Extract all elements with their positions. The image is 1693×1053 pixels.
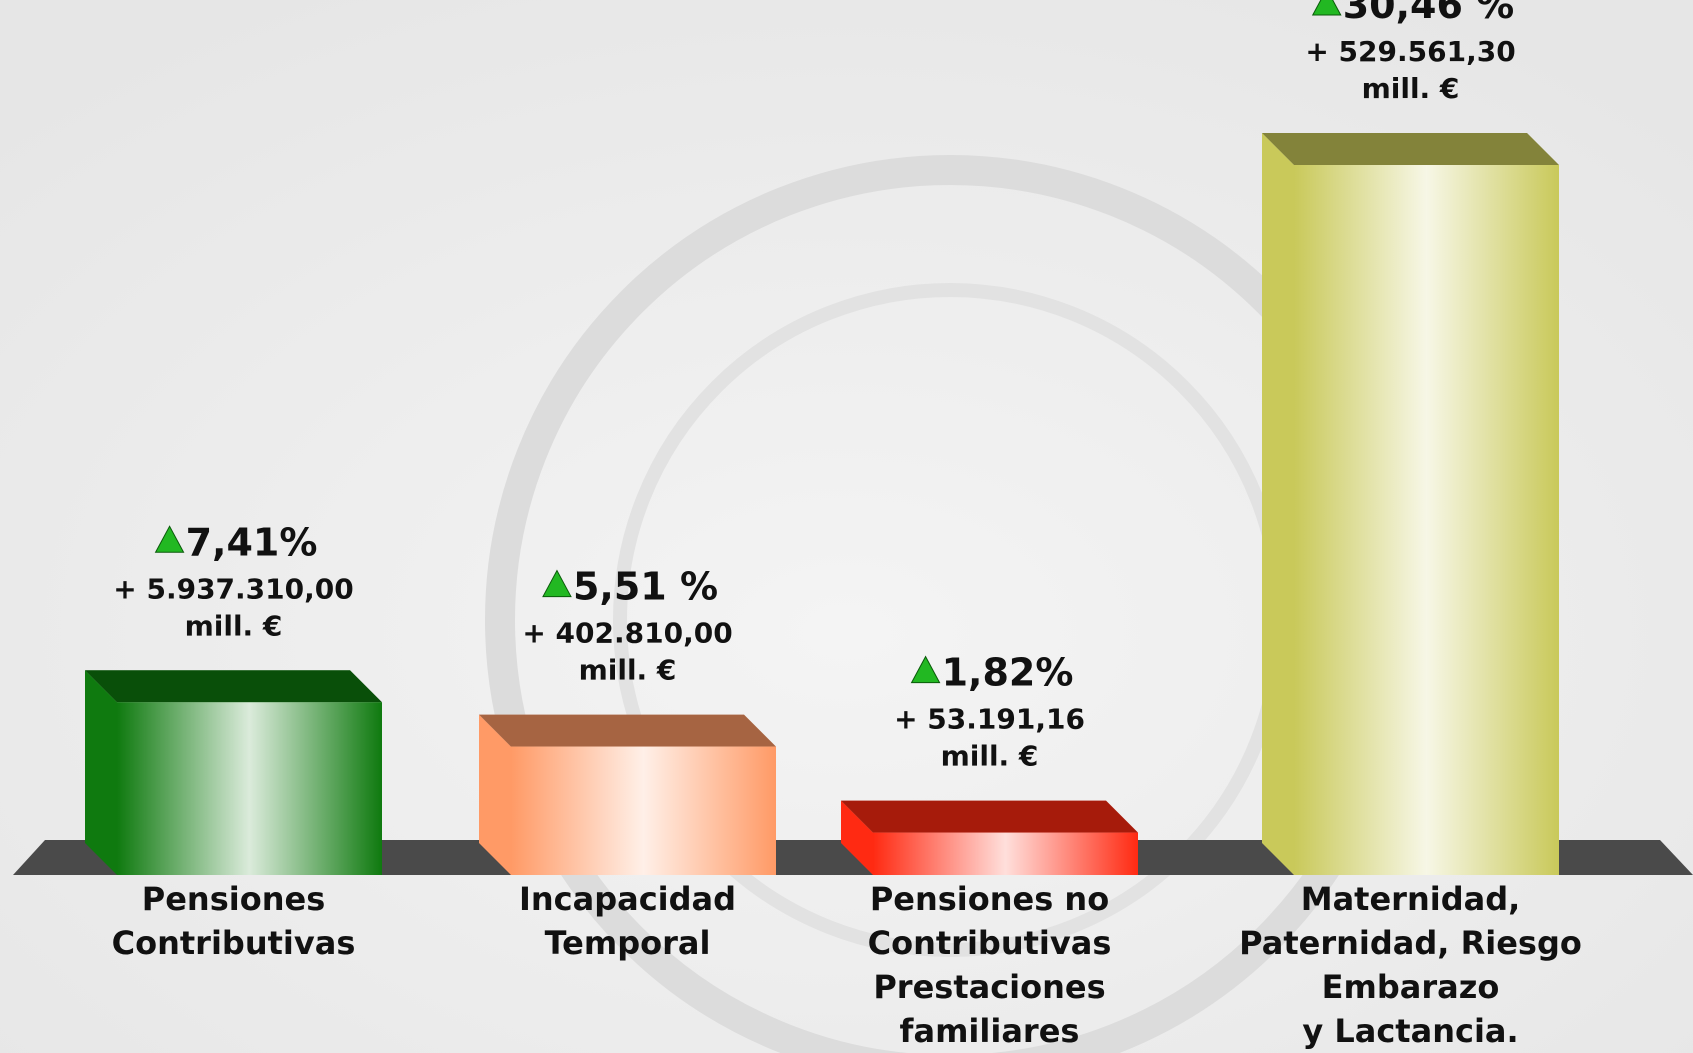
bar-side <box>841 800 873 875</box>
bar-shine <box>117 702 382 875</box>
increase-icon <box>910 655 941 684</box>
category-label-line: Embarazo <box>1322 968 1500 1006</box>
category-label-line: Contributivas <box>868 924 1112 962</box>
bars <box>85 133 1559 875</box>
category-label-line: Prestaciones <box>873 968 1105 1006</box>
category-label: Pensiones Contributivas <box>112 880 356 962</box>
category-label-line: Temporal <box>545 924 711 962</box>
category-label: Pensiones no Contributivas Prestaciones fam… <box>868 880 1112 1050</box>
category-label: Incapacidad Temporal <box>519 880 736 962</box>
bar-side <box>1262 133 1294 875</box>
bar-shine <box>1294 165 1559 875</box>
amount-label: + 53.191,16 <box>894 703 1085 736</box>
value-label: 5,51 % <box>573 565 718 609</box>
bar-shine <box>511 746 776 875</box>
bar-top-shade <box>85 670 382 703</box>
value-label: 7,41% <box>186 520 318 564</box>
increase-icon <box>542 569 572 598</box>
unit-label: mill. € <box>941 740 1039 773</box>
category-label-line: y Lactancia. <box>1302 1012 1518 1050</box>
amount-label: + 402.810,00 <box>522 617 732 650</box>
unit-label: mill. € <box>579 654 677 687</box>
bar-top <box>85 670 382 703</box>
amount-label: + 529.561,30 <box>1305 35 1515 68</box>
unit-label: mill. € <box>185 609 283 642</box>
category-label: Maternidad, Paternidad, Riesgo Embarazo y L… <box>1239 880 1582 1050</box>
increase-icon <box>1311 0 1342 16</box>
amount-label: + 5.937.310,00 <box>113 572 353 605</box>
category-label-line: Paternidad, Riesgo <box>1239 924 1582 962</box>
bar-top <box>841 800 1138 833</box>
bar-side <box>85 670 117 875</box>
category-label-line: Contributivas <box>112 924 356 962</box>
value-label: 30,46 % <box>1343 0 1515 27</box>
bar-top-shade <box>1262 133 1559 165</box>
bar-top <box>1262 133 1559 165</box>
unit-label: mill. € <box>1362 72 1460 105</box>
bar-shine <box>873 832 1138 875</box>
bar-top <box>479 714 776 747</box>
bar-top-shade <box>841 800 1138 833</box>
category-label-line: Maternidad, <box>1301 880 1521 918</box>
category-label-line: Incapacidad <box>519 880 736 918</box>
category-label-line: familiares <box>900 1012 1080 1050</box>
increase-icon <box>154 525 185 553</box>
category-label-line: Pensiones <box>142 880 325 918</box>
bar-top-shade <box>479 714 776 747</box>
bar-side <box>479 714 511 875</box>
value-label: 1,82% <box>942 651 1074 695</box>
category-label-line: Pensiones no <box>870 880 1109 918</box>
